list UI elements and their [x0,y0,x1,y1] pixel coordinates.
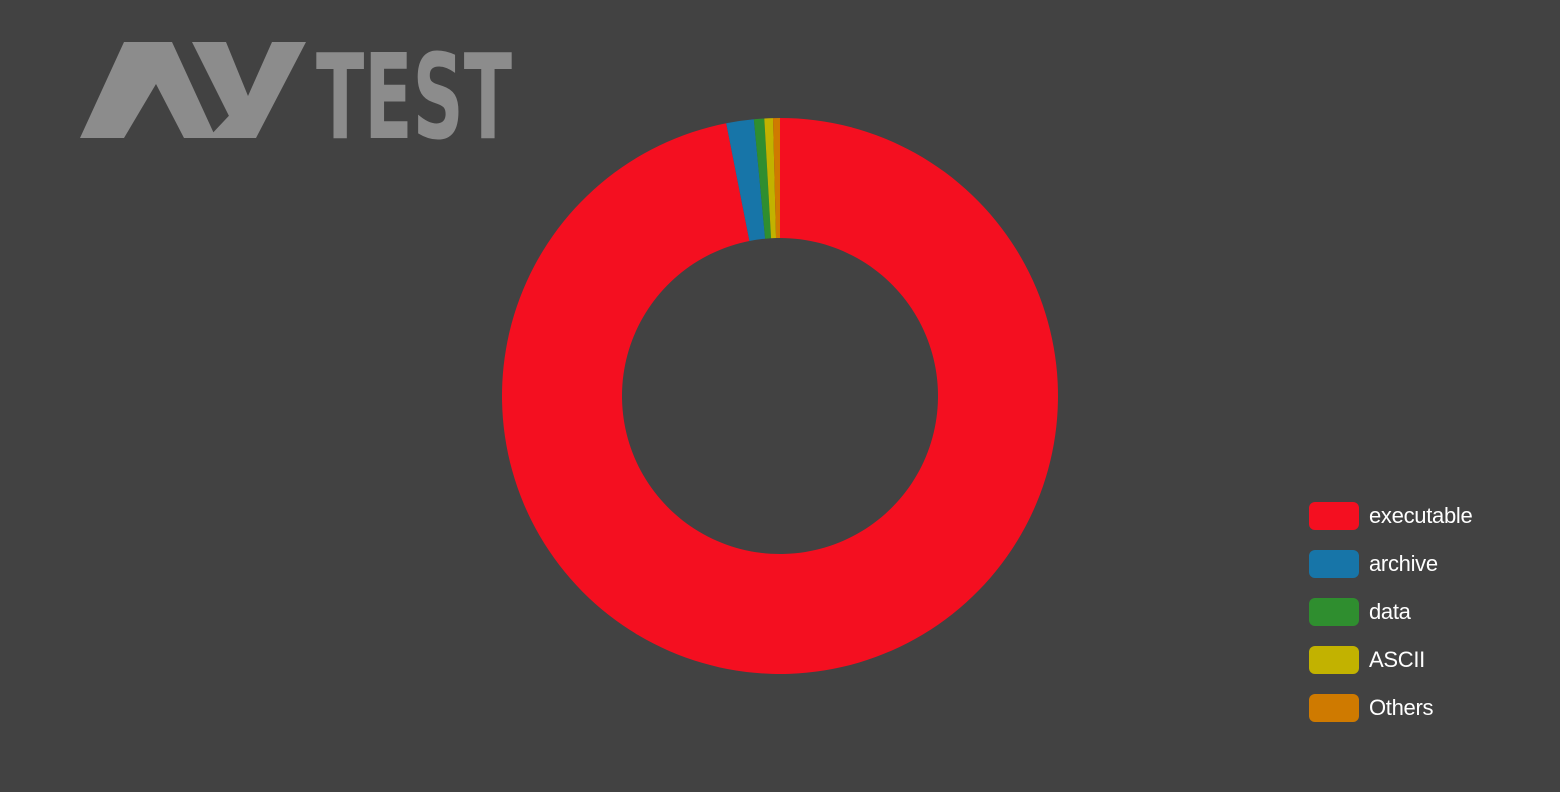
chart-legend: executable archive data ASCII Others [1309,501,1473,741]
donut-slice-executable[interactable] [501,118,1058,675]
legend-label: ASCII [1369,647,1425,672]
legend-label: archive [1369,551,1438,576]
legend-swatch [1309,550,1359,578]
legend-label: Others [1369,695,1434,720]
legend-label: data [1369,599,1411,624]
legend-item-others[interactable]: Others [1309,693,1472,723]
av-test-logo: TEST [80,40,512,140]
donut-slice-others[interactable] [773,118,780,239]
donut-slice-archive[interactable] [726,119,766,241]
legend-swatch [1309,694,1359,722]
logo-v-shape [192,42,306,138]
donut-slice-ascii[interactable] [764,118,777,239]
legend-item-ascii[interactable]: ASCII [1309,645,1472,675]
logo-test-letters: TEST [316,40,512,140]
legend-swatch [1309,502,1359,530]
legend-item-executable[interactable]: executable [1309,501,1473,531]
logo-a-shape [80,42,216,138]
legend-item-data[interactable]: data [1309,597,1472,627]
donut-slice-data[interactable] [753,118,772,239]
legend-item-archive[interactable]: archive [1309,549,1472,579]
legend-label: executable [1369,503,1473,528]
logo-slash-shape [208,104,256,138]
legend-swatch [1309,598,1359,626]
legend-swatch [1309,646,1359,674]
